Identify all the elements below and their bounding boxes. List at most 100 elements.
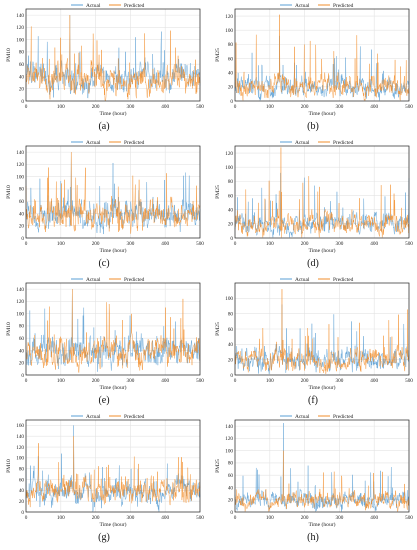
y-axis-label: PM25 <box>215 322 221 336</box>
y-tick-label: 60 <box>228 193 234 199</box>
plot-frame <box>25 282 201 376</box>
x-axis-label: Time (hour) <box>309 521 336 528</box>
series-line-predicted <box>234 147 410 238</box>
legend-label-actual: Actual <box>86 140 101 146</box>
legend-label-actual: Actual <box>86 414 101 420</box>
x-tick-label: 400 <box>370 515 378 521</box>
panel-label-b: (b) <box>307 121 319 132</box>
y-tick-label: 60 <box>19 336 25 342</box>
chart-f-svg: 0 100 200 300 400 500 0 20 40 60 80 100 Time (hour) P… <box>215 277 413 391</box>
x-tick-label: 500 <box>405 241 413 247</box>
legend-label-predicted: Predicted <box>333 277 354 283</box>
y-tick-label: 0 <box>230 373 233 379</box>
y-tick-label: 0 <box>21 373 24 379</box>
x-tick-label: 0 <box>25 378 28 384</box>
x-tick-label: 200 <box>92 378 100 384</box>
y-tick-label: 20 <box>19 224 25 230</box>
y-tick-label: 80 <box>228 311 234 317</box>
plot-frame <box>234 282 410 376</box>
chart-b-svg: 0 100 200 300 400 500 0 20 40 60 80 100 120 Time (hou… <box>215 3 413 117</box>
series-line-predicted <box>234 450 410 512</box>
series-line-predicted <box>234 14 410 101</box>
chart-h-svg: 0 100 200 300 400 500 0 20 40 60 80 100 120 140 Time (… <box>215 414 413 528</box>
chart-panel-d: 0 100 200 300 400 500 0 20 40 60 80 100 120 Time (hou… <box>211 137 415 274</box>
y-tick-label: 40 <box>228 207 234 213</box>
x-tick-label: 300 <box>127 241 135 247</box>
plot-frame <box>234 419 410 513</box>
y-tick-label: 20 <box>228 357 234 363</box>
y-tick-label: 20 <box>228 222 234 228</box>
x-tick-label: 100 <box>57 378 65 384</box>
x-tick-label: 0 <box>25 241 28 247</box>
y-tick-label: 120 <box>16 25 24 31</box>
chart-panel-b: 0 100 200 300 400 500 0 20 40 60 80 100 120 Time (hou… <box>211 0 415 137</box>
legend-label-predicted: Predicted <box>333 140 354 146</box>
legend-label-predicted: Predicted <box>124 140 145 146</box>
x-tick-label: 100 <box>57 104 65 110</box>
x-tick-label: 400 <box>161 378 169 384</box>
series-line-predicted <box>25 151 201 234</box>
y-tick-label: 60 <box>228 327 234 333</box>
series-line-predicted <box>25 14 201 101</box>
legend-label-predicted: Predicted <box>333 3 354 9</box>
y-axis-label: PM10 <box>6 48 12 62</box>
y-axis-label: PM10 <box>6 459 12 473</box>
panel-label-a: (a) <box>98 121 110 132</box>
x-tick-label: 400 <box>161 515 169 521</box>
y-tick-label: 0 <box>230 510 233 516</box>
y-tick-label: 160 <box>16 423 24 429</box>
y-tick-label: 80 <box>19 187 25 193</box>
y-tick-label: 100 <box>225 165 233 171</box>
panel-label-c: (c) <box>98 258 110 269</box>
panel-label-h: (h) <box>307 532 319 543</box>
y-tick-label: 120 <box>16 445 24 451</box>
x-tick-label: 300 <box>127 515 135 521</box>
panel-label-e: (e) <box>98 395 110 406</box>
legend-label-predicted: Predicted <box>124 414 145 420</box>
x-tick-label: 100 <box>266 241 274 247</box>
y-tick-label: 60 <box>19 199 25 205</box>
y-tick-label: 100 <box>16 311 24 317</box>
plot-frame <box>234 145 410 239</box>
chart-panel-c: 0 100 200 300 400 500 0 20 40 60 80 100 120 140 Time (… <box>2 137 206 274</box>
y-tick-label: 140 <box>16 434 24 440</box>
y-tick-label: 60 <box>228 473 234 479</box>
y-tick-label: 60 <box>19 477 25 483</box>
x-tick-label: 0 <box>234 378 237 384</box>
x-tick-label: 200 <box>301 515 309 521</box>
plot-frame <box>234 8 410 102</box>
x-tick-label: 400 <box>370 378 378 384</box>
chart-panel-g: 0 100 200 300 400 500 0 20 40 60 80 100 120 140 160 Tim… <box>2 411 206 548</box>
y-tick-label: 140 <box>225 424 233 430</box>
series-line-actual <box>234 304 410 375</box>
y-axis-label: PM25 <box>215 48 221 62</box>
x-tick-label: 0 <box>234 241 237 247</box>
y-tick-label: 40 <box>19 74 25 80</box>
y-tick-label: 100 <box>225 296 233 302</box>
legend-label-actual: Actual <box>86 277 101 283</box>
x-tick-label: 500 <box>196 515 204 521</box>
x-tick-label: 500 <box>196 241 204 247</box>
x-tick-label: 300 <box>336 378 344 384</box>
y-tick-label: 40 <box>19 488 25 494</box>
series-line-predicted <box>25 436 201 508</box>
x-tick-label: 200 <box>92 104 100 110</box>
y-axis-label: PM25 <box>215 185 221 199</box>
y-tick-label: 60 <box>19 62 25 68</box>
x-tick-label: 100 <box>57 241 65 247</box>
panel-label-g: (g) <box>98 532 110 543</box>
x-tick-label: 0 <box>234 515 237 521</box>
x-tick-label: 100 <box>266 378 274 384</box>
x-axis-label: Time (hour) <box>100 521 127 528</box>
x-axis-label: Time (hour) <box>309 384 336 391</box>
x-tick-label: 200 <box>92 241 100 247</box>
y-tick-label: 20 <box>228 498 234 504</box>
y-tick-label: 0 <box>21 236 24 242</box>
chart-panel-h: 0 100 200 300 400 500 0 20 40 60 80 100 120 140 Time (… <box>211 411 415 548</box>
legend-label-predicted: Predicted <box>124 277 145 283</box>
y-tick-label: 20 <box>228 85 234 91</box>
chart-d-svg: 0 100 200 300 400 500 0 20 40 60 80 100 120 Time (hou… <box>215 140 413 254</box>
chart-panel-e: 0 100 200 300 400 500 0 20 40 60 80 100 120 140 Time (… <box>2 274 206 411</box>
panel-label-d: (d) <box>307 258 319 269</box>
